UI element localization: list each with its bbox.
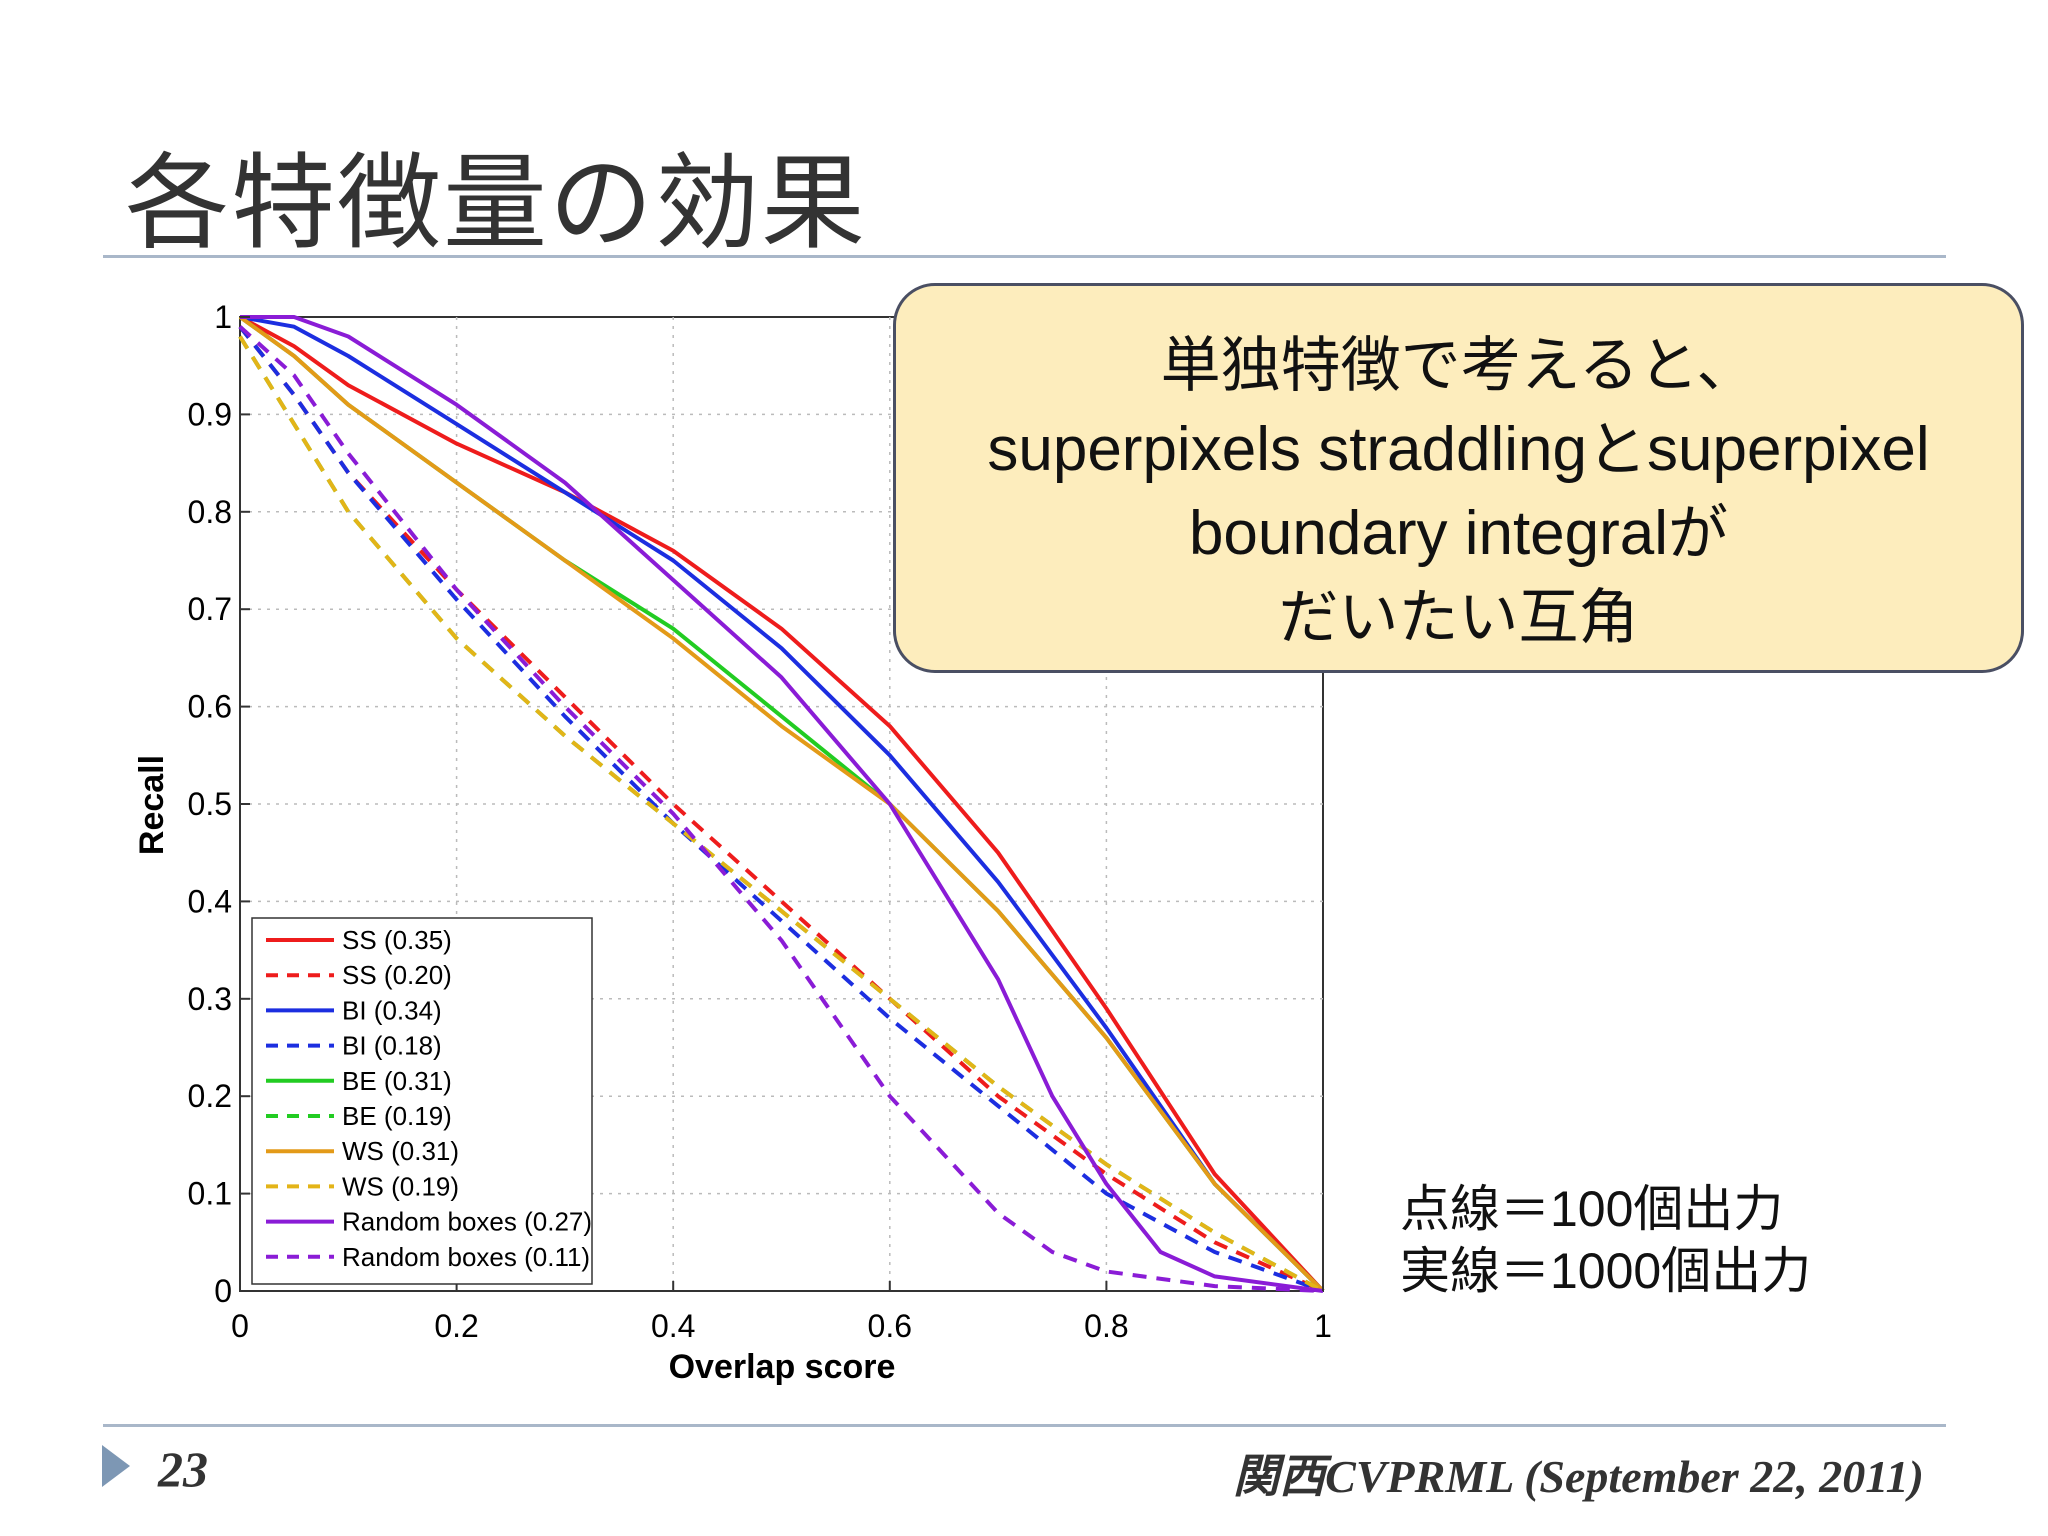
- legend-label-4: BI (0.18): [342, 1031, 442, 1061]
- y-tick-label: 0.8: [188, 494, 232, 530]
- y-tick-label: 1: [214, 299, 232, 335]
- x-tick-label: 0: [231, 1308, 249, 1344]
- y-tick-label: 0.9: [188, 396, 232, 432]
- legend-label-8: WS (0.19): [342, 1171, 459, 1201]
- series-line-2: [238, 325, 1324, 1293]
- page-number: 23: [158, 1441, 208, 1497]
- series-line-8: [238, 335, 1324, 1293]
- y-tick-label: 0.4: [188, 883, 232, 919]
- callout-line-2c: superpixel: [1647, 415, 1930, 484]
- series-line-3: [239, 315, 1325, 1293]
- x-tick-label: 0.2: [434, 1308, 478, 1344]
- callout-box: 単独特徴で考えると、 superpixels straddlingとsuperp…: [893, 283, 2024, 673]
- note-solid: 実線＝1000個出力: [1400, 1243, 1812, 1299]
- series-line-7: [238, 315, 1325, 1293]
- legend-label-6: BE (0.19): [342, 1101, 452, 1131]
- y-tick-label: 0.5: [188, 786, 232, 822]
- x-tick-label: 0.6: [868, 1308, 912, 1344]
- x-tick-label: 0.4: [651, 1308, 695, 1344]
- callout-line-2a: superpixels straddling: [987, 415, 1588, 484]
- callout-line-4: だいたい互角: [1278, 583, 1639, 653]
- legend-label-5: BE (0.31): [342, 1066, 452, 1096]
- line-style-note: 点線＝100個出力 実線＝1000個出力: [1400, 1178, 1811, 1302]
- legend-label-9: Random boxes (0.27): [342, 1207, 592, 1237]
- legend-label-10: Random boxes (0.11): [342, 1242, 590, 1272]
- y-tick-label: 0.1: [188, 1176, 232, 1212]
- callout-line-3a: boundary integral: [1188, 499, 1669, 568]
- legend-label-7: WS (0.31): [342, 1136, 459, 1166]
- callout-line-2b: と: [1587, 415, 1648, 485]
- x-tick-label: 0.8: [1084, 1308, 1128, 1344]
- y-tick-label: 0.6: [188, 689, 232, 725]
- series-line-9: [240, 315, 1324, 1293]
- x-axis-label: Overlap score: [669, 1348, 896, 1386]
- footer-divider: [103, 1424, 1946, 1427]
- y-tick-label: 0.3: [188, 981, 232, 1017]
- slide-title: 各特徴量の効果: [125, 142, 868, 264]
- y-tick-label: 0.2: [188, 1078, 232, 1114]
- footer-text: 関西CVPRML (September 22, 2011): [1233, 1451, 1924, 1502]
- legend-label-1: SS (0.35): [342, 925, 452, 955]
- series-line-10: [238, 325, 1324, 1293]
- callout-line-3b: が: [1668, 499, 1729, 569]
- x-tick-label: 1: [1314, 1308, 1332, 1344]
- note-dashed: 点線＝100個出力: [1400, 1181, 1784, 1237]
- y-axis-label: Recall: [133, 755, 171, 855]
- y-tick-label: 0.7: [188, 591, 232, 627]
- footer-arrow-icon: [102, 1445, 130, 1487]
- legend-label-2: SS (0.20): [342, 960, 452, 990]
- y-tick-label: 0: [214, 1273, 232, 1309]
- series-line-4: [238, 325, 1324, 1293]
- callout-line-1: 単独特徴で考えると、: [1160, 331, 1757, 401]
- title-divider: [103, 255, 1946, 258]
- legend-label-3: BI (0.34): [342, 995, 442, 1025]
- series-line-1: [239, 315, 1325, 1293]
